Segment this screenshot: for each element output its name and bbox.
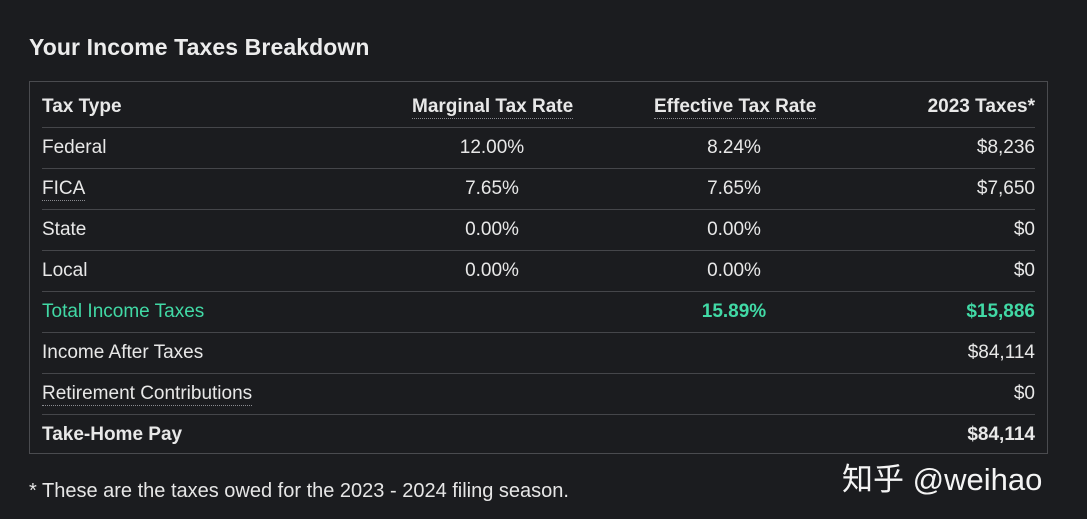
row-taxes: $8,236 xyxy=(976,137,1035,158)
header-2023-taxes: 2023 Taxes* xyxy=(927,96,1035,117)
row-marginal-rate: 7.65% xyxy=(465,178,519,199)
row-label-fica[interactable]: FICA xyxy=(42,168,86,209)
row-label: Federal xyxy=(42,137,107,158)
total-effective-rate: 15.89% xyxy=(701,301,767,322)
retirement-contributions-label[interactable]: Retirement Contributions xyxy=(42,383,253,406)
row-effective-rate: 7.65% xyxy=(707,178,761,199)
table-row-retirement-contributions: Retirement Contributions $0 xyxy=(42,373,1035,415)
row-effective-rate: 0.00% xyxy=(707,260,761,281)
total-taxes: $15,886 xyxy=(966,301,1035,322)
table-row-take-home-pay: Take-Home Pay $84,114 xyxy=(42,414,1035,455)
income-after-taxes-value: $84,114 xyxy=(967,342,1035,363)
take-home-pay-label: Take-Home Pay xyxy=(42,424,183,445)
row-label: Local xyxy=(42,260,88,281)
table-row-income-after-taxes: Income After Taxes $84,114 xyxy=(42,332,1035,374)
row-effective-rate: 0.00% xyxy=(707,219,761,240)
table-row-total-income-taxes: Total Income Taxes 15.89% $15,886 xyxy=(42,291,1035,333)
header-tax-type: Tax Type xyxy=(42,96,122,117)
header-effective-tax-rate[interactable]: Effective Tax Rate xyxy=(654,86,817,127)
row-marginal-rate: 0.00% xyxy=(465,260,519,281)
header-effective-label[interactable]: Effective Tax Rate xyxy=(654,96,817,119)
income-after-taxes-label: Income After Taxes xyxy=(42,342,204,363)
retirement-contributions-cell[interactable]: Retirement Contributions xyxy=(42,373,253,414)
footnote: * These are the taxes owed for the 2023 … xyxy=(29,480,569,502)
retirement-contributions-value: $0 xyxy=(1013,383,1035,404)
row-effective-rate: 8.24% xyxy=(707,137,761,158)
take-home-pay-value: $84,114 xyxy=(967,424,1035,445)
row-taxes: $0 xyxy=(1013,260,1035,281)
total-label: Total Income Taxes xyxy=(42,301,205,322)
table-row-state: State 0.00% 0.00% $0 xyxy=(42,209,1035,251)
table-header-row: Tax Type Marginal Tax Rate Effective Tax… xyxy=(42,86,1035,128)
fica-tooltip-label[interactable]: FICA xyxy=(42,178,86,201)
watermark: 知乎 @weihao xyxy=(842,462,1043,497)
row-marginal-rate: 0.00% xyxy=(465,219,519,240)
row-taxes: $0 xyxy=(1013,219,1035,240)
table-row-federal: Federal 12.00% 8.24% $8,236 xyxy=(42,127,1035,169)
tax-breakdown-table: Tax Type Marginal Tax Rate Effective Tax… xyxy=(29,81,1048,454)
row-marginal-rate: 12.00% xyxy=(459,137,525,158)
table-row-local: Local 0.00% 0.00% $0 xyxy=(42,250,1035,292)
row-taxes: $7,650 xyxy=(976,178,1035,199)
header-marginal-label[interactable]: Marginal Tax Rate xyxy=(412,96,574,119)
page-title: Your Income Taxes Breakdown xyxy=(29,34,370,60)
table-row-fica: FICA 7.65% 7.65% $7,650 xyxy=(42,168,1035,210)
row-label: State xyxy=(42,219,87,240)
header-marginal-tax-rate[interactable]: Marginal Tax Rate xyxy=(412,86,574,127)
